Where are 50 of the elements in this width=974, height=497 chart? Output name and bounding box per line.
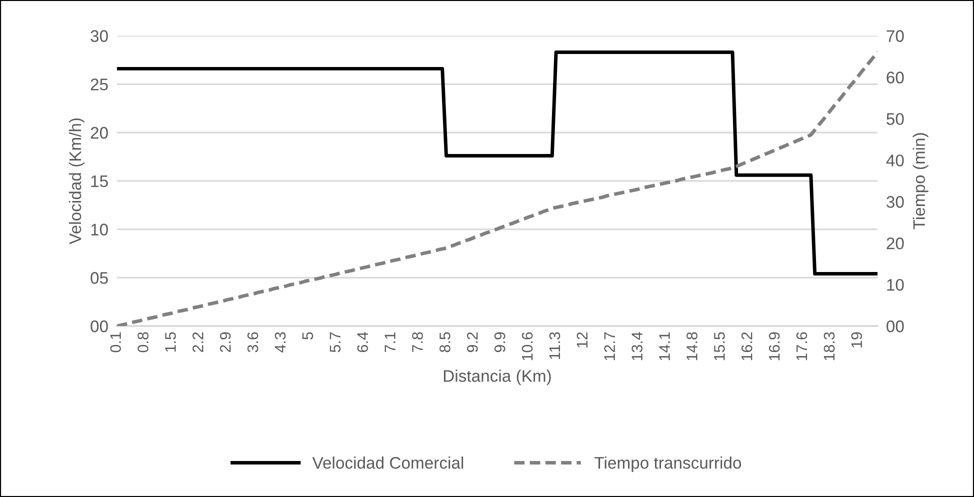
legend-label: Velocidad Comercial: [312, 456, 464, 469]
x-tick-label: 8.5: [440, 332, 450, 352]
y-axis-title: Velocidad (Km/h): [68, 118, 84, 244]
y2-tick-label: 60: [886, 72, 904, 84]
x-tick-label: 4.3: [274, 332, 286, 352]
x-tick-label: 10.6: [522, 332, 533, 360]
y-tick-label: 15: [91, 175, 108, 188]
x-tick-label: 0.1: [110, 332, 121, 352]
y-tick-label: 25: [90, 78, 108, 90]
x-tick-label: 19: [851, 332, 862, 348]
x-tick-label: 9.9: [494, 332, 506, 352]
x-tick-label: 7.1: [384, 332, 396, 352]
y2-tick-label: 20: [886, 238, 904, 250]
x-tick-label: 13.4: [632, 332, 642, 360]
x-tick-label: 2.2: [192, 332, 204, 352]
x-tick-label: 0.8: [138, 332, 148, 352]
y2-tick-label: 10: [887, 278, 904, 291]
y-tick-label: 05: [90, 272, 108, 284]
x-tick-label: 15.5: [714, 332, 725, 360]
x-tick-label: 12: [576, 332, 588, 348]
x-tick-label: 16.9: [768, 332, 780, 360]
x-tick-label: 1.5: [165, 332, 176, 352]
y2-tick-label: 50: [886, 113, 904, 125]
x-tick-label: 14.8: [686, 332, 698, 360]
x-tick-label: 5.7: [330, 332, 341, 352]
x-tick-label: 3.6: [247, 332, 258, 352]
y-tick-label: 20: [90, 126, 108, 139]
y-tick-label: 10: [91, 224, 108, 236]
y2-tick-label: 70: [886, 30, 904, 42]
x-tick-label: 2.9: [220, 332, 231, 352]
x-tick-label: 9.2: [466, 332, 478, 352]
x-tick-label: 16.2: [741, 332, 752, 360]
x-tick-label: 6.4: [357, 332, 368, 352]
y2-tick-label: 00: [886, 320, 904, 332]
x-tick-label: 14.1: [659, 332, 670, 360]
y2-axis-title: Tiempo (min): [912, 133, 928, 230]
x-tick-label: 5: [302, 332, 314, 340]
x-axis-title: Distancia (Km): [444, 370, 551, 386]
x-tick-label: 11.3: [549, 332, 560, 360]
y-tick-label: 00: [90, 320, 108, 332]
legend-label: Tiempo transcurrido: [594, 456, 742, 472]
x-tick-label: 17.6: [796, 332, 808, 360]
y-tick-label: 30: [90, 30, 108, 42]
line-series: [116, 50, 878, 276]
y2-tick-label: 40: [886, 154, 904, 166]
x-tick-label: 12.7: [604, 332, 615, 360]
x-tick-label: 7.8: [412, 332, 423, 352]
line-series: [116, 50, 878, 326]
x-tick-label: 18.3: [824, 332, 835, 360]
y2-tick-label: 30: [886, 196, 904, 208]
